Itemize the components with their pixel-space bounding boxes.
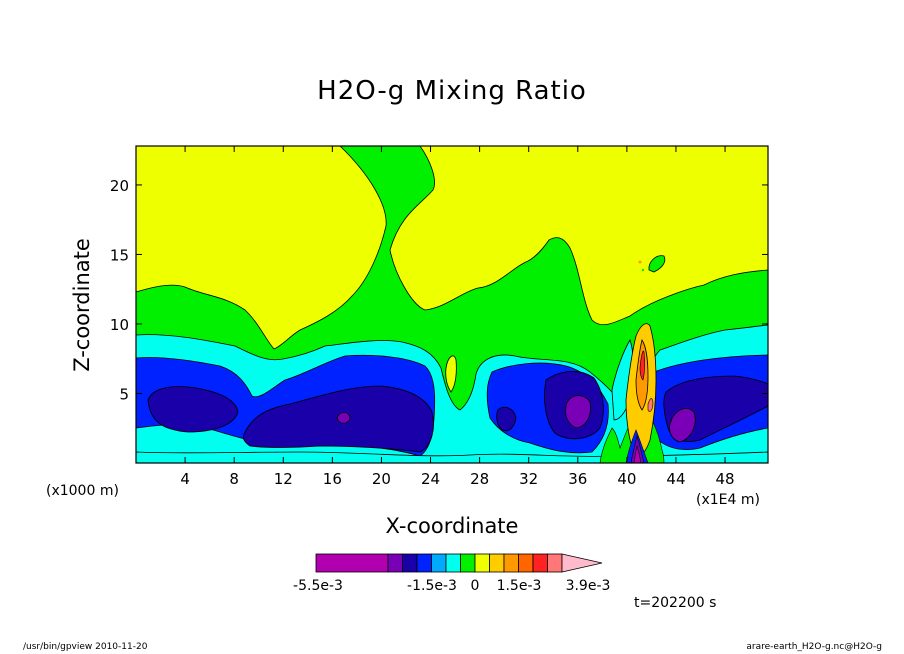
x-tick-label: 32 bbox=[519, 470, 538, 488]
colorbar-label: 3.9e-3 bbox=[566, 578, 611, 594]
x-tick-label: 24 bbox=[421, 470, 440, 488]
x-axis-label: X-coordinate bbox=[385, 514, 519, 538]
chart-title: H2O-g Mixing Ratio bbox=[317, 76, 587, 106]
x-tick-label: 36 bbox=[568, 470, 587, 488]
colorbar-label: -5.5e-3 bbox=[293, 578, 343, 594]
x-tick-label: 4 bbox=[180, 470, 190, 488]
colorbar-swatch bbox=[518, 553, 534, 573]
contour-field bbox=[136, 146, 768, 463]
y-tick-label: 20 bbox=[110, 177, 129, 195]
x-axis-unit: (x1000 m) bbox=[46, 483, 119, 499]
contour-core-purple-2 bbox=[565, 395, 591, 429]
colorbar-swatch bbox=[489, 553, 505, 573]
x-tick-label: 40 bbox=[617, 470, 636, 488]
colorbar-swatch bbox=[532, 553, 548, 573]
colorbar-swatch bbox=[460, 553, 476, 573]
x-tick-label: 8 bbox=[229, 470, 239, 488]
contour-core-navy-west bbox=[147, 386, 239, 433]
colorbar-swatch bbox=[547, 553, 563, 573]
contour-plume-base-magenta bbox=[633, 444, 642, 463]
time-label: t=202200 s bbox=[634, 595, 717, 611]
colorbar-swatch bbox=[431, 553, 447, 573]
colorbar-swatch bbox=[503, 553, 519, 573]
contour-speck bbox=[638, 260, 642, 264]
y-tick-label: 5 bbox=[119, 385, 129, 403]
x-tick-label: 16 bbox=[323, 470, 342, 488]
colorbar-label: 0 bbox=[471, 578, 480, 594]
colorbar-swatch bbox=[402, 553, 418, 573]
colorbar-swatch bbox=[315, 553, 389, 573]
contour-pocket-yellow bbox=[445, 355, 457, 393]
x-tick-label: 48 bbox=[716, 470, 735, 488]
colorbar-swatch bbox=[474, 553, 490, 573]
contour-blob-green bbox=[648, 255, 666, 273]
colorbar-swatch bbox=[416, 553, 432, 573]
footer-file-info: arare-earth_H2O-g.nc@H2O-g bbox=[746, 642, 882, 652]
contour-core-purple-1 bbox=[336, 411, 351, 424]
contour-core-navy-small bbox=[496, 406, 517, 432]
x-tick-label: 44 bbox=[666, 470, 685, 488]
colorbar-arrow bbox=[561, 553, 603, 573]
colorbar-label: -1.5e-3 bbox=[407, 578, 457, 594]
y-tick-label: 15 bbox=[110, 246, 129, 264]
x-tick-label: 28 bbox=[470, 470, 489, 488]
x-tick-label: 20 bbox=[372, 470, 391, 488]
x-axis-scale: (x1E4 m) bbox=[696, 492, 760, 508]
contour-plume-pink bbox=[647, 398, 654, 412]
y-tick-label: 10 bbox=[110, 316, 129, 334]
colorbar-swatch bbox=[387, 553, 403, 573]
contour-speck bbox=[641, 268, 645, 272]
colorbar-swatch bbox=[445, 553, 461, 573]
plot-frame bbox=[135, 145, 769, 464]
contour-core-purple-3 bbox=[669, 408, 696, 443]
contour-plume-red bbox=[639, 350, 645, 381]
x-tick-label: 12 bbox=[274, 470, 293, 488]
footer-program-info: /usr/bin/gpview 2010-11-20 bbox=[23, 642, 148, 652]
colorbar-label: 1.5e-3 bbox=[497, 578, 542, 594]
colorbar: -5.5e-3 -1.5e-3 0 1.5e-3 3.9e-3 bbox=[293, 553, 611, 594]
